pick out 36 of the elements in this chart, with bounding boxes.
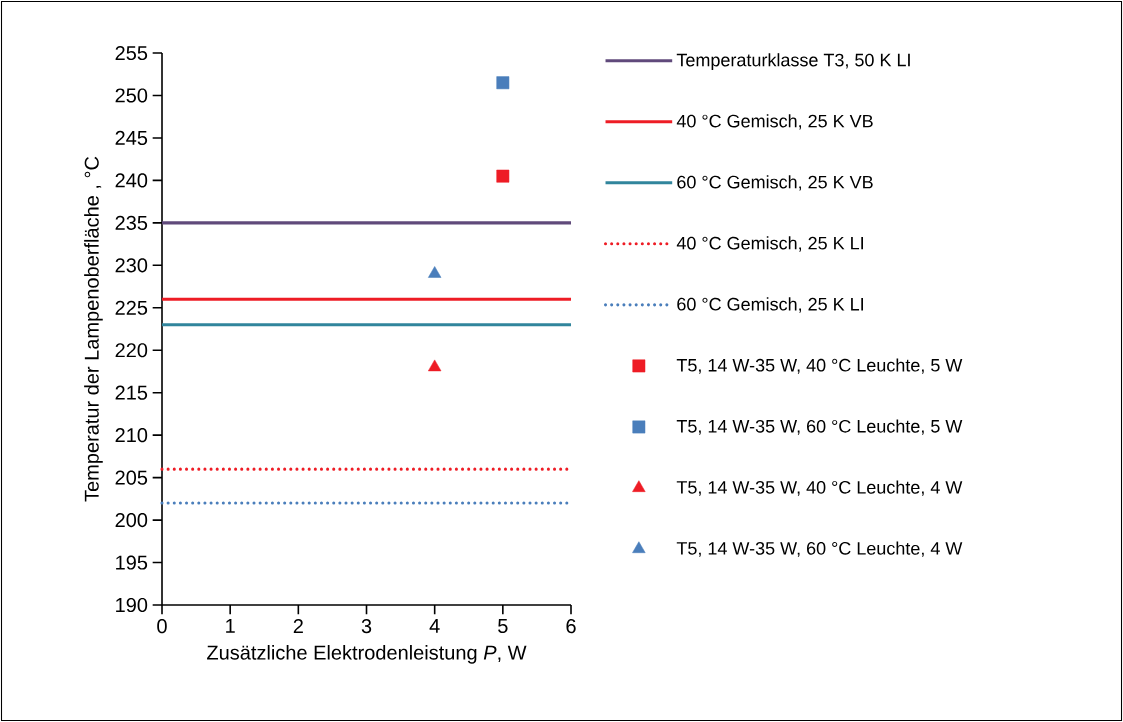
point <box>496 76 510 90</box>
point <box>428 359 442 372</box>
y-tick-label: 200 <box>115 512 148 528</box>
y-tick-label: 210 <box>115 428 148 443</box>
x-tick-label: 2 <box>293 619 303 634</box>
y-tick-label: 205 <box>115 470 148 485</box>
y-tick-label: 240 <box>115 173 148 188</box>
y-tick-label: 195 <box>116 555 148 570</box>
y-axis-title: Temperatur der Lampenoberfläche , °C <box>84 156 103 502</box>
legend-label: Temperaturklasse T3, 50 K LI <box>676 53 910 70</box>
y-tick-label: 225 <box>115 300 148 315</box>
y-tick-label: 245 <box>115 130 148 145</box>
x-tick-label: 6 <box>566 619 576 634</box>
legend-label: T5, 14 W-35 W, 40 °C Leuchte, 4 W <box>676 480 963 496</box>
y-tick-label: 220 <box>115 343 148 358</box>
y-tick-label: 235 <box>115 215 148 230</box>
y-tick-label: 190 <box>116 597 148 613</box>
x-tick-label: 4 <box>429 619 440 633</box>
legend-label: 60 °C Gemisch, 25 K LI <box>677 297 863 313</box>
y-tick-label: 215 <box>115 385 148 400</box>
x-axis-title: Zusätzliche Elektrodenleistung P, W <box>207 645 527 664</box>
legend-label: T5, 14 W-35 W, 40 °C Leuchte, 5 W <box>676 358 963 374</box>
y-tick-label: 250 <box>115 88 148 103</box>
legend-label: 40 °C Gemisch, 25 K VB <box>676 114 873 130</box>
x-tick-label: 5 <box>498 619 508 633</box>
y-tick-label: 255 <box>115 45 148 61</box>
legend-label: T5, 14 W-35 W, 60 °C Leuchte, 5 W <box>676 419 963 435</box>
y-tick-label: 230 <box>115 258 148 273</box>
legend-label: 40 °C Gemisch, 25 K LI <box>676 236 863 252</box>
legend-label: T5, 14 W-35 W, 60 °C Leuchte, 4 W <box>676 541 963 557</box>
x-tick-label: 0 <box>157 619 167 634</box>
x-tick-label: 3 <box>361 619 372 634</box>
x-tick-label: 1 <box>226 619 235 633</box>
point <box>428 266 442 278</box>
point <box>496 169 510 183</box>
legend-label: 60 °C Gemisch, 25 K VB <box>677 175 873 191</box>
